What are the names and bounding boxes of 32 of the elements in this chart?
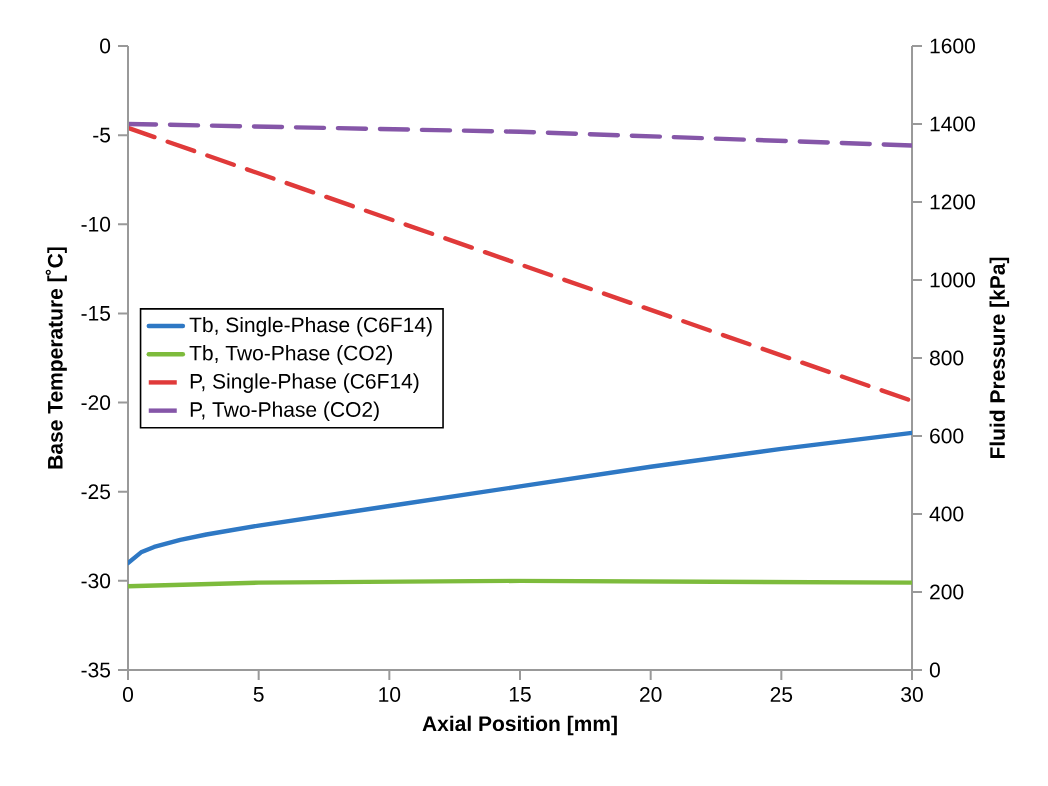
x-tick-label: 0 — [122, 687, 134, 702]
legend-label: P, Two-Phase (CO2) — [190, 401, 379, 422]
y-axis-title: Base Temperature [˚C] — [45, 247, 67, 469]
x-tick-label: 5 — [253, 687, 264, 702]
legend-label: P, Single-Phase (C6F14) — [190, 373, 419, 393]
y2-tick-label: 800 — [929, 350, 964, 366]
y-tick-label: -20 — [81, 395, 111, 411]
x-tick-label: 15 — [509, 687, 531, 702]
x-tick-label: 20 — [640, 687, 662, 702]
y-tick-label: -35 — [81, 662, 111, 678]
y2-tick-label: 0 — [929, 662, 940, 678]
x-tick-label: 25 — [770, 687, 793, 702]
y2-tick-label: 1000 — [930, 272, 975, 288]
y-tick-label: -15 — [81, 306, 111, 321]
y-tick-label: -5 — [93, 127, 111, 143]
x-tick-label: 30 — [901, 687, 923, 702]
y2-tick-label: 400 — [929, 506, 964, 522]
y2-axis-title: Fluid Pressure [kPa] — [989, 257, 1010, 459]
line-series — [128, 430, 913, 566]
y2-tick-label: 600 — [930, 428, 964, 444]
y2-tick-label: 200 — [930, 584, 964, 600]
y2-tick-label: 1200 — [930, 194, 975, 210]
legend-label: Tb, Two-Phase (CO2) — [189, 345, 392, 365]
y-tick-label: -10 — [81, 216, 111, 232]
x-axis-title: Axial Position [mm] — [422, 715, 617, 736]
x-tick-label: 10 — [379, 687, 401, 702]
legend-label: Tb, Single-Phase (C6F14) — [189, 316, 432, 337]
y2-tick-label: 1600 — [930, 38, 975, 54]
y-tick-label: -25 — [81, 484, 111, 500]
y2-tick-label: 1400 — [930, 116, 975, 132]
y-tick-label: -30 — [81, 573, 111, 589]
y-tick-label: 0 — [100, 38, 111, 54]
